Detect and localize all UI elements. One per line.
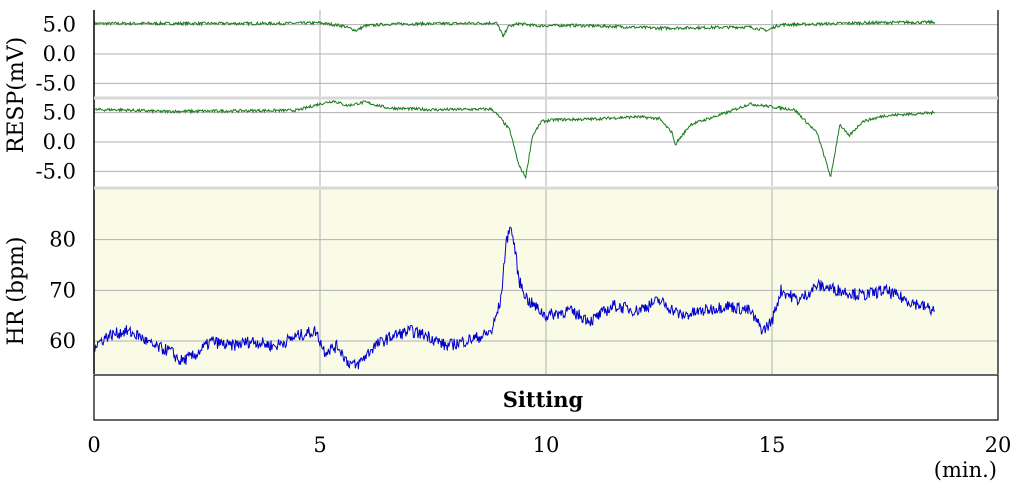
xtick-label: 5: [313, 433, 326, 457]
phase-bar: [93, 374, 999, 421]
hr-ytick-label: 60: [49, 329, 76, 353]
x-unit-label: (min.): [934, 458, 997, 482]
traces: [93, 19, 936, 370]
xtick-label: 20: [985, 433, 1011, 457]
resp-ylabel: RESP(mV): [4, 37, 29, 153]
xtick-label: 15: [759, 433, 786, 457]
resp1-ytick-label: -5.0: [36, 71, 77, 95]
resp2-ytick-label: 5.0: [43, 101, 76, 125]
resp2-ytick-label: 0.0: [43, 130, 76, 154]
resp2-trace: [93, 100, 935, 179]
tick-labels: 5.0 0.0 -5.0 5.0 0.0 -5.0 60 70 80 0 5 10 15 20: [36, 13, 1011, 457]
resp1-ytick-label: 0.0: [43, 42, 76, 66]
resp2-ytick-label: -5.0: [36, 159, 77, 183]
resp1-ytick-label: 5.0: [43, 13, 76, 37]
hr-trace: [93, 226, 936, 370]
hr-ytick-label: 80: [49, 228, 76, 252]
hr-ytick-label: 70: [49, 278, 76, 302]
grid-lines: [94, 10, 998, 374]
hr-ylabel: HR (bpm): [4, 237, 29, 346]
xtick-label: 10: [533, 433, 560, 457]
resp1-trace: [93, 19, 936, 38]
xtick-label: 0: [87, 433, 100, 457]
phase-label: Sitting: [503, 387, 584, 412]
